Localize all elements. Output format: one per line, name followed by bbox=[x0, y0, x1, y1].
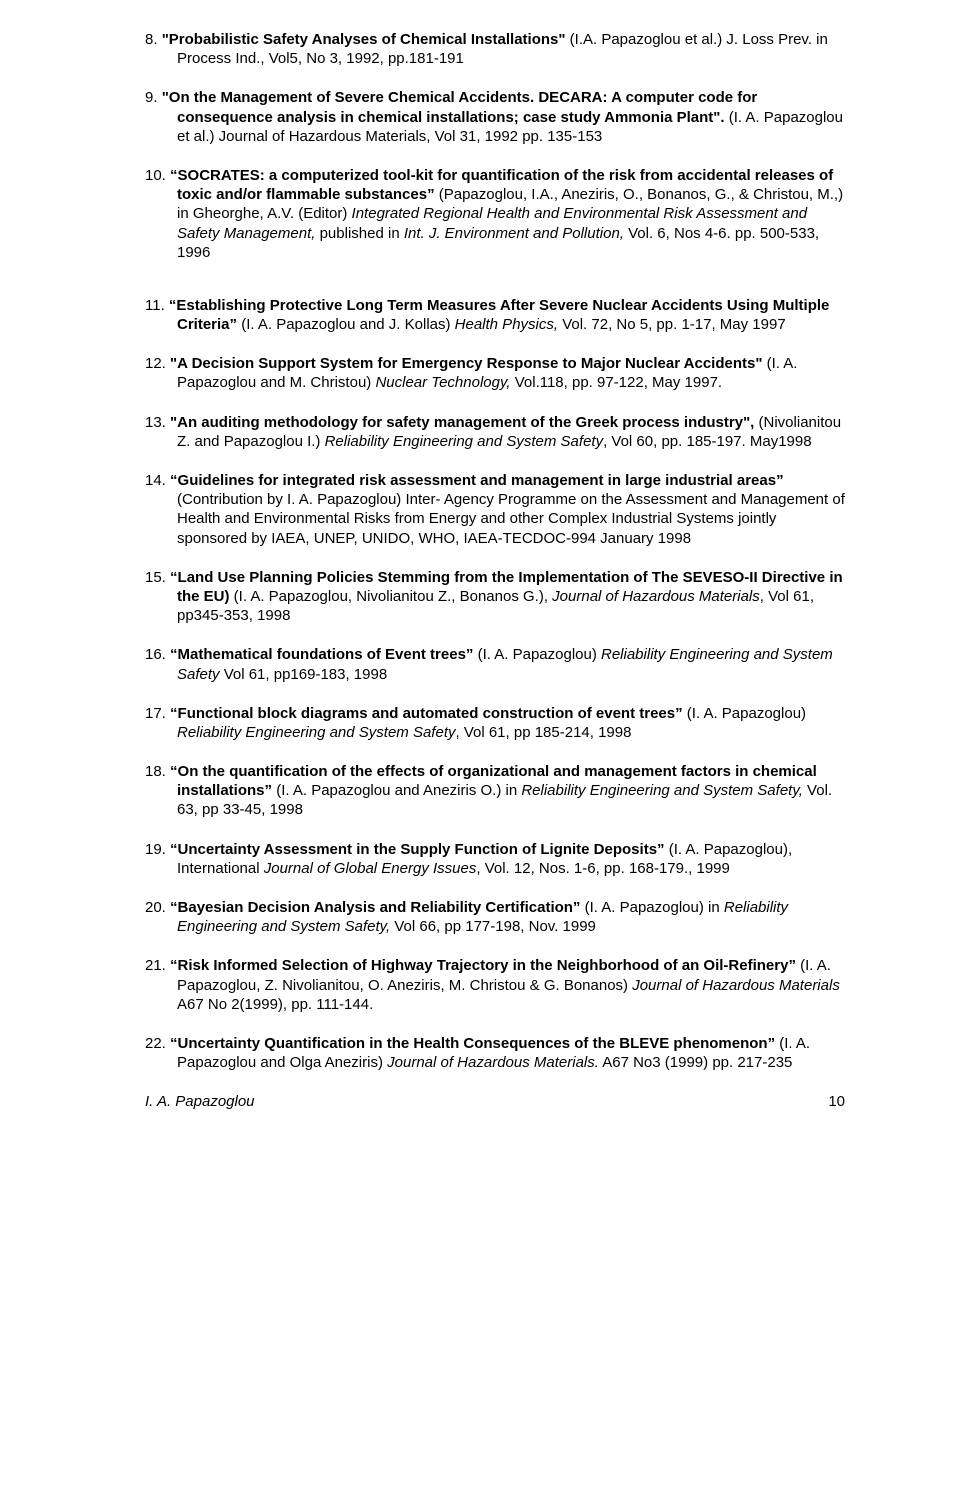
reference-entry: 14. “Guidelines for integrated risk asse… bbox=[145, 471, 845, 548]
reference-text: 16. “Mathematical foundations of Event t… bbox=[145, 645, 845, 683]
reference-entry: 16. “Mathematical foundations of Event t… bbox=[145, 645, 845, 683]
reference-journal: Reliability Engineering and System Safet… bbox=[521, 782, 803, 799]
reference-details: (Contribution by I. A. Papazoglou) Inter… bbox=[177, 491, 845, 546]
reference-journal: Journal of Global Energy Issues bbox=[264, 860, 477, 877]
reference-title: “Risk Informed Selection of Highway Traj… bbox=[170, 957, 796, 974]
reference-details: A67 No3 (1999) pp. 217-235 bbox=[599, 1054, 792, 1071]
reference-list: 8. "Probabilistic Safety Analyses of Che… bbox=[145, 30, 845, 1072]
reference-authors: (I. A. Papazoglou and Aneziris O.) in bbox=[272, 782, 521, 799]
reference-number: 14. bbox=[145, 472, 170, 489]
reference-number: 9. bbox=[145, 89, 162, 106]
reference-number: 19. bbox=[145, 841, 170, 858]
reference-details: Vol 61, pp169-183, 1998 bbox=[220, 666, 388, 683]
reference-journal: Journal of Hazardous Materials bbox=[552, 588, 760, 605]
reference-text: 13. "An auditing methodology for safety … bbox=[145, 413, 845, 451]
reference-journal: Journal of Hazardous Materials. bbox=[387, 1054, 599, 1071]
reference-authors: (I. A. Papazoglou and J. Kollas) bbox=[237, 316, 455, 333]
reference-text: 20. “Bayesian Decision Analysis and Reli… bbox=[145, 898, 845, 936]
reference-title: “Guidelines for integrated risk assessme… bbox=[170, 472, 784, 489]
reference-authors: (I. A. Papazoglou) in bbox=[580, 899, 723, 916]
reference-title: "An auditing methodology for safety mana… bbox=[170, 414, 754, 431]
page-number: 10 bbox=[828, 1092, 845, 1111]
reference-title: “Uncertainty Quantification in the Healt… bbox=[170, 1035, 775, 1052]
reference-text: 19. “Uncertainty Assessment in the Suppl… bbox=[145, 840, 845, 878]
reference-number: 11. bbox=[145, 297, 169, 314]
reference-title: "Probabilistic Safety Analyses of Chemic… bbox=[162, 31, 566, 48]
reference-journal: Health Physics, bbox=[455, 316, 558, 333]
reference-title: “Uncertainty Assessment in the Supply Fu… bbox=[170, 841, 665, 858]
reference-entry: 11. “Establishing Protective Long Term M… bbox=[145, 296, 845, 334]
reference-text: 9. "On the Management of Severe Chemical… bbox=[145, 88, 845, 146]
reference-entry: 8. "Probabilistic Safety Analyses of Che… bbox=[145, 30, 845, 68]
reference-title: “Bayesian Decision Analysis and Reliabil… bbox=[170, 899, 580, 916]
reference-title: “Functional block diagrams and automated… bbox=[170, 705, 683, 722]
reference-number: 22. bbox=[145, 1035, 170, 1052]
reference-number: 15. bbox=[145, 569, 170, 586]
reference-details: A67 No 2(1999), pp. 111-144. bbox=[177, 996, 373, 1013]
reference-text: 18. “On the quantification of the effect… bbox=[145, 762, 845, 820]
reference-details: , Vol 61, pp 185-214, 1998 bbox=[455, 724, 631, 741]
reference-details: Vol.118, pp. 97-122, May 1997. bbox=[511, 374, 723, 391]
reference-text: 22. “Uncertainty Quantification in the H… bbox=[145, 1034, 845, 1072]
reference-details: Vol 66, pp 177-198, Nov. 1999 bbox=[390, 918, 596, 935]
reference-entry: 18. “On the quantification of the effect… bbox=[145, 762, 845, 820]
reference-number: 17. bbox=[145, 705, 170, 722]
reference-title: “Mathematical foundations of Event trees… bbox=[170, 646, 473, 663]
reference-entry: 19. “Uncertainty Assessment in the Suppl… bbox=[145, 840, 845, 878]
reference-entry: 17. “Functional block diagrams and autom… bbox=[145, 704, 845, 742]
reference-title: "A Decision Support System for Emergency… bbox=[170, 355, 762, 372]
reference-number: 16. bbox=[145, 646, 170, 663]
reference-entry: 13. "An auditing methodology for safety … bbox=[145, 413, 845, 451]
reference-text: 12. "A Decision Support System for Emerg… bbox=[145, 354, 845, 392]
reference-text: 21. “Risk Informed Selection of Highway … bbox=[145, 956, 845, 1014]
reference-journal: Int. J. Environment and Pollution, bbox=[404, 225, 628, 242]
reference-details: , Vol 60, pp. 185-197. May1998 bbox=[603, 433, 811, 450]
reference-journal: Reliability Engineering and System Safet… bbox=[325, 433, 603, 450]
reference-authors: (I. A. Papazoglou, Nivolianitou Z., Bona… bbox=[230, 588, 553, 605]
reference-number: 8. bbox=[145, 31, 162, 48]
reference-number: 13. bbox=[145, 414, 170, 431]
reference-entry: 15. “Land Use Planning Policies Stemming… bbox=[145, 568, 845, 626]
page-footer: I. A. Papazoglou 10 bbox=[145, 1092, 845, 1111]
reference-text: 8. "Probabilistic Safety Analyses of Che… bbox=[145, 30, 845, 68]
reference-number: 12. bbox=[145, 355, 170, 372]
reference-number: 20. bbox=[145, 899, 170, 916]
document-page: 8. "Probabilistic Safety Analyses of Che… bbox=[65, 0, 895, 1140]
reference-number: 21. bbox=[145, 957, 170, 974]
reference-authors: (I. A. Papazoglou) bbox=[473, 646, 601, 663]
reference-journal: Nuclear Technology, bbox=[375, 374, 510, 391]
reference-number: 18. bbox=[145, 763, 170, 780]
reference-text: 11. “Establishing Protective Long Term M… bbox=[145, 296, 845, 334]
reference-entry: 20. “Bayesian Decision Analysis and Reli… bbox=[145, 898, 845, 936]
reference-title: "On the Management of Severe Chemical Ac… bbox=[162, 89, 758, 125]
reference-entry: 10. “SOCRATES: a computerized tool-kit f… bbox=[145, 166, 845, 262]
reference-entry: 22. “Uncertainty Quantification in the H… bbox=[145, 1034, 845, 1072]
reference-details: Vol. 72, No 5, pp. 1-17, May 1997 bbox=[558, 316, 786, 333]
reference-text: 14. “Guidelines for integrated risk asse… bbox=[145, 471, 845, 548]
reference-text: 10. “SOCRATES: a computerized tool-kit f… bbox=[145, 166, 845, 262]
reference-entry: 9. "On the Management of Severe Chemical… bbox=[145, 88, 845, 146]
reference-text: 15. “Land Use Planning Policies Stemming… bbox=[145, 568, 845, 626]
reference-authors: (I. A. Papazoglou) bbox=[683, 705, 806, 722]
reference-text: 17. “Functional block diagrams and autom… bbox=[145, 704, 845, 742]
reference-journal: Journal of Hazardous Materials bbox=[632, 977, 840, 994]
reference-entry: 12. "A Decision Support System for Emerg… bbox=[145, 354, 845, 392]
reference-number: 10. bbox=[145, 167, 170, 184]
reference-entry: 21. “Risk Informed Selection of Highway … bbox=[145, 956, 845, 1014]
reference-details: , Vol. 12, Nos. 1-6, pp. 168-179., 1999 bbox=[476, 860, 730, 877]
footer-author: I. A. Papazoglou bbox=[145, 1092, 255, 1111]
reference-journal: Reliability Engineering and System Safet… bbox=[177, 724, 455, 741]
